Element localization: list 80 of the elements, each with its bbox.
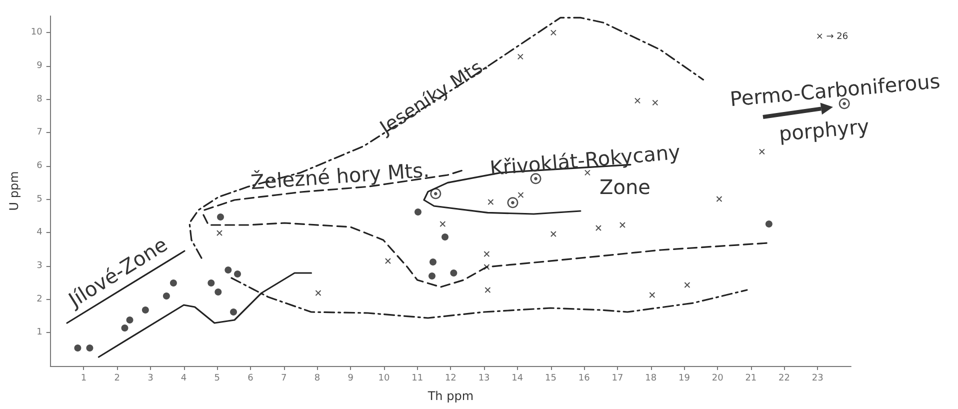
- point: [484, 251, 490, 257]
- annotation: porphyry: [778, 114, 870, 146]
- annotation: Permo-Carboniferous: [728, 68, 942, 112]
- point: [428, 272, 436, 280]
- x-tick-label: 11: [412, 374, 424, 384]
- point: [216, 214, 224, 220]
- x-tick-label: 13: [478, 374, 490, 384]
- x-tick-label: 10: [378, 374, 390, 384]
- point: [484, 287, 491, 293]
- x-tick-label: 20: [712, 374, 724, 384]
- point: [450, 270, 458, 276]
- point: [758, 148, 765, 155]
- x-tick-label: 9: [348, 374, 354, 384]
- point: [234, 270, 242, 278]
- point: [442, 234, 449, 240]
- point: [652, 100, 658, 106]
- point: [484, 264, 490, 270]
- point: [214, 288, 222, 296]
- x-tick-label: 3: [148, 374, 154, 384]
- y-tick-label: 7: [36, 128, 42, 138]
- x-tick-label: 19: [678, 374, 690, 384]
- point: [414, 208, 422, 216]
- point: [765, 220, 772, 228]
- point: [74, 344, 82, 352]
- x-tick-label: 16: [578, 374, 590, 384]
- point: [430, 188, 442, 200]
- x-tick-label: 17: [612, 374, 624, 384]
- point: [716, 196, 722, 202]
- point: [550, 231, 556, 237]
- y-axis-title: U ppm: [7, 171, 21, 211]
- x-tick-label: 18: [645, 374, 657, 384]
- x-tick-label: 4: [180, 374, 187, 384]
- x-tick-label: 15: [545, 374, 556, 384]
- y-tick-label: 2: [36, 294, 42, 304]
- point: [126, 316, 134, 324]
- x-tick-label: 6: [248, 374, 254, 384]
- x-tick-label: 21: [745, 374, 757, 384]
- x-tick-label: 12: [444, 374, 456, 384]
- point: [230, 308, 237, 316]
- point: [619, 222, 626, 228]
- point: [208, 280, 215, 286]
- point: [507, 197, 518, 208]
- x-tick-label: 23: [812, 374, 824, 384]
- line-series: [202, 214, 768, 288]
- point: [121, 324, 128, 332]
- point: [649, 292, 656, 298]
- x-tick-label: 7: [281, 374, 287, 384]
- point: [550, 30, 556, 36]
- point: [684, 282, 690, 288]
- point: [430, 258, 436, 266]
- point: [224, 266, 232, 274]
- x-tick-label: 22: [778, 374, 790, 384]
- point: [518, 192, 524, 198]
- annotation: Železné hory Mts.: [250, 158, 430, 194]
- y-tick-label: 3: [36, 261, 42, 271]
- x-tick-label: 14: [512, 374, 524, 384]
- x-axis-title: Th ppm: [426, 389, 474, 403]
- point: [315, 290, 322, 296]
- y-tick-label: 6: [36, 161, 43, 171]
- x-tick-label: 1: [80, 374, 87, 384]
- point: [634, 98, 640, 104]
- point: [170, 280, 177, 286]
- y-tick-label: 5: [36, 194, 42, 204]
- point: [440, 221, 446, 227]
- point: [595, 225, 602, 231]
- x-tick-label: 8: [314, 374, 320, 384]
- annotation: × → 26: [816, 32, 848, 42]
- line-series: [188, 16, 704, 259]
- y-tick-label: 8: [36, 94, 43, 104]
- point: [488, 199, 494, 205]
- x-tick-label: 2: [114, 374, 120, 384]
- y-tick-label: 9: [36, 61, 43, 71]
- point: [517, 54, 524, 60]
- point: [384, 258, 391, 264]
- y-tick-label: 10: [30, 28, 43, 38]
- y-tick-label: 1: [36, 328, 42, 338]
- point: [86, 344, 94, 352]
- y-tick-label: 4: [36, 228, 43, 238]
- point: [216, 230, 222, 236]
- x-tick-label: 5: [214, 374, 220, 384]
